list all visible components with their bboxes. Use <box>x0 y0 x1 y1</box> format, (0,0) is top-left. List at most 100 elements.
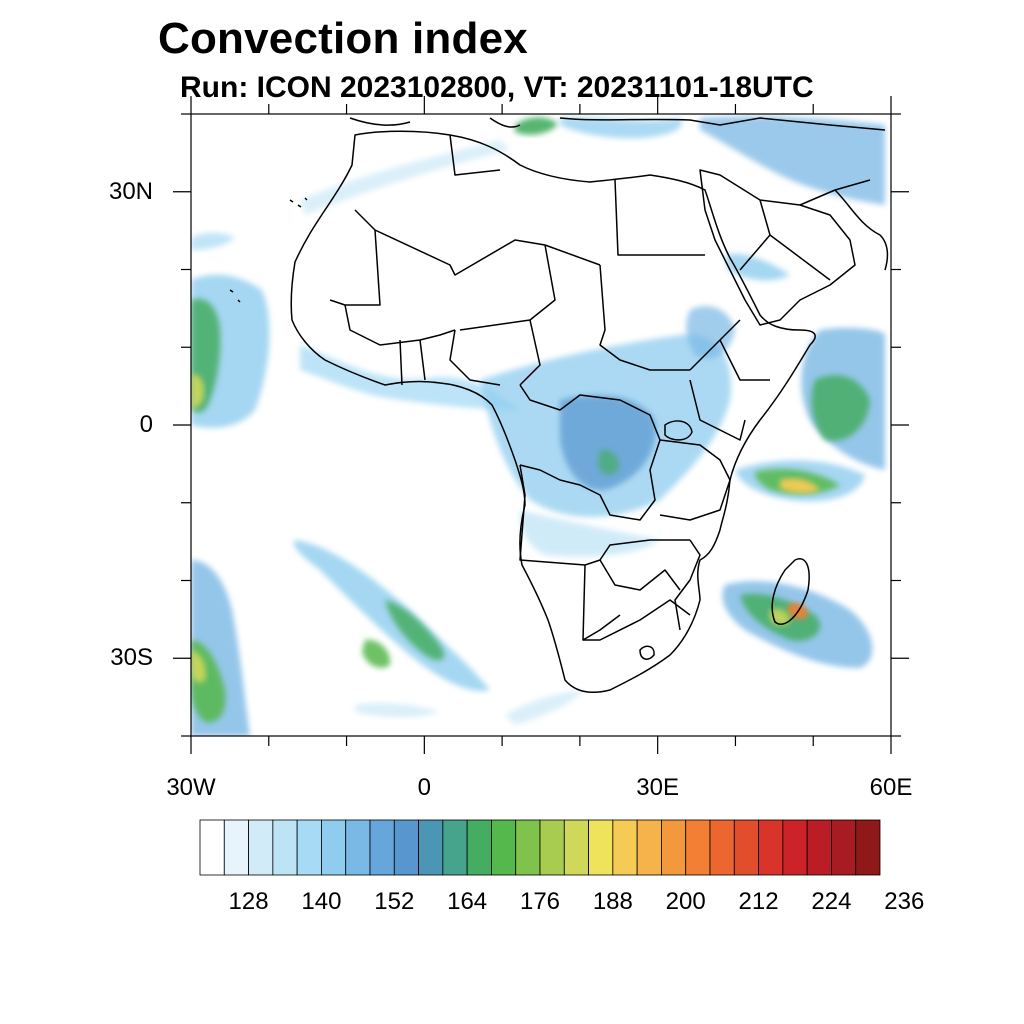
border-egypt-sudan <box>614 179 705 256</box>
madagascar-outline <box>771 558 810 625</box>
border-southafrica <box>583 599 691 641</box>
field-central-africa-core <box>560 395 656 491</box>
border-tanzania <box>659 439 731 521</box>
iberia-italy <box>349 117 521 128</box>
border-drc <box>519 384 661 521</box>
colorbar-label: 212 <box>738 888 779 915</box>
border-west-africa <box>344 304 456 346</box>
field-congo-green <box>598 449 619 475</box>
colorbar-swatch <box>223 819 249 876</box>
colorbar-swatch <box>393 819 419 876</box>
lon-label-0: 0 <box>417 774 431 801</box>
cape-verde <box>229 289 241 303</box>
colorbar-swatch <box>321 819 347 876</box>
colorbar-swatch <box>539 819 565 876</box>
field-south-trail <box>505 690 585 725</box>
colorbar-swatch <box>466 819 492 876</box>
border-libya-chad <box>459 244 556 331</box>
colorbar-swatch <box>563 819 589 876</box>
colorbar-label: 164 <box>447 888 488 915</box>
colorbar-swatch <box>806 819 832 876</box>
border-nigeria <box>449 329 501 386</box>
border-sahara <box>354 209 601 276</box>
colorbar-swatch <box>831 819 857 876</box>
colorbar-swatch <box>733 819 759 876</box>
chart-title: Convection index <box>158 14 528 63</box>
arabia-outline <box>699 169 856 326</box>
field-mediterranean <box>515 117 558 135</box>
canary-islands <box>289 197 308 208</box>
colorbar-swatch <box>296 819 322 876</box>
field-indian-ocean-plume-peak <box>780 478 820 494</box>
border-ethiopia <box>689 319 770 381</box>
colorbar-swatch <box>758 819 784 876</box>
lon-label-30w: 30W <box>166 774 216 801</box>
colorbar-label: 188 <box>592 888 633 915</box>
colorbar-label: 176 <box>519 888 561 915</box>
chart-subtitle: Run: ICON 2023102800, VT: 20231101-18UTC <box>180 71 814 104</box>
colorbar-swatch <box>855 819 881 876</box>
colorbar-label: 152 <box>374 888 415 915</box>
coastline-africa <box>290 130 816 693</box>
field-south-atlantic-band-core <box>385 600 445 661</box>
border-mali <box>329 229 381 306</box>
country-boundaries <box>229 117 889 693</box>
lat-label-0: 0 <box>139 411 153 438</box>
colorbar-label: 200 <box>665 888 706 915</box>
colorbar-swatch <box>418 819 444 876</box>
field-south-atlantic-thin <box>355 702 440 718</box>
colorbar-label: 224 <box>811 888 852 915</box>
lake-victoria <box>664 420 693 441</box>
lesotho <box>639 645 655 660</box>
colorbar <box>199 819 881 876</box>
border-algeria-libya <box>449 134 501 176</box>
border-sudan <box>599 264 690 371</box>
field-atlantic-west-north-peak <box>191 374 205 409</box>
colorbar-swatch <box>661 819 687 876</box>
border-kenya <box>689 379 746 441</box>
colorbar-swatch <box>272 819 298 876</box>
axis-ticks <box>173 96 909 754</box>
field-south-atlantic-spot <box>362 639 391 668</box>
lat-label-30s: 30S <box>110 644 153 672</box>
colorbar-swatch <box>442 819 468 876</box>
field-arabia-north <box>700 116 885 205</box>
border-botswana <box>599 559 681 591</box>
convection-field <box>191 116 885 736</box>
field-atlantic-nw-band <box>191 232 235 250</box>
field-southern-central <box>519 510 660 557</box>
lon-label-60e: 60E <box>869 774 913 801</box>
lon-label-30e: 30E <box>636 774 679 801</box>
field-red-sea <box>725 253 790 281</box>
border-angola <box>519 464 601 566</box>
lat-label-30n: 30N <box>108 177 153 205</box>
colorbar-swatch <box>588 819 614 876</box>
field-indian-ocean-north-core <box>811 375 870 441</box>
persian-gulf <box>834 189 889 271</box>
field-sahara-streak <box>300 140 510 215</box>
colorbar-swatch <box>612 819 638 876</box>
colorbar-swatch <box>491 819 517 876</box>
field-gulf-guinea <box>300 345 520 410</box>
colorbar-label: 140 <box>301 888 342 915</box>
colorbar-swatch <box>248 819 274 876</box>
border-mozambique <box>674 539 701 631</box>
colorbar-swatch <box>515 819 541 876</box>
colorbar-swatch <box>199 819 225 876</box>
field-southwest-peak <box>191 650 206 683</box>
colorbar-label: 128 <box>228 888 269 915</box>
field-med-east <box>560 117 682 139</box>
colorbar-swatch <box>709 819 735 876</box>
border-ghana <box>399 339 426 386</box>
colorbar-swatch <box>345 819 371 876</box>
border-zambia <box>599 539 690 561</box>
colorbar-swatch <box>636 819 662 876</box>
colorbar-label: 236 <box>884 888 925 915</box>
turkey-coast <box>559 117 886 131</box>
border-chad <box>519 319 541 386</box>
colorbar-swatch <box>685 819 711 876</box>
colorbar-swatch <box>369 819 395 876</box>
border-namibia <box>582 564 621 641</box>
colorbar-swatch <box>782 819 808 876</box>
